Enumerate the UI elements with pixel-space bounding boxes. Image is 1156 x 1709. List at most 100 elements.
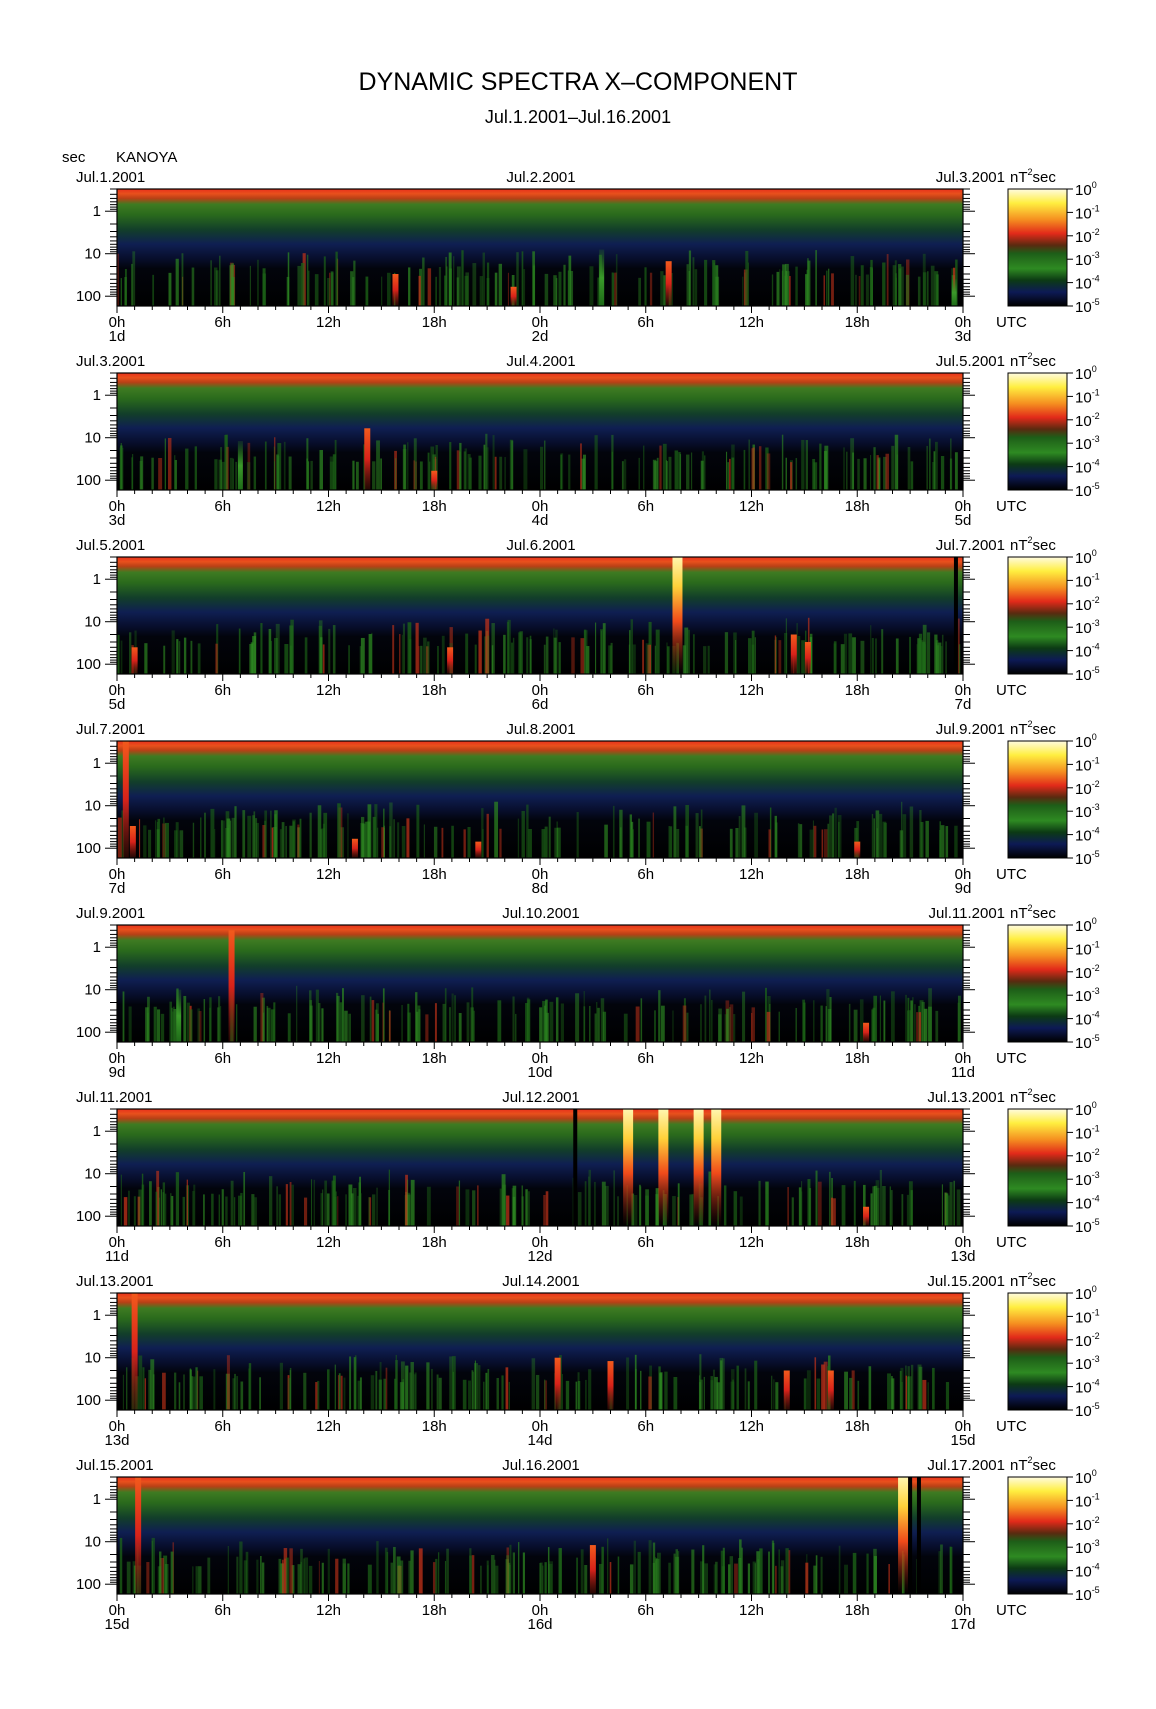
spectrum-streak xyxy=(894,434,899,490)
x-tick-label: 0h xyxy=(955,1234,972,1251)
spectrum-streak xyxy=(248,1368,250,1410)
spectrum-streak xyxy=(949,1182,953,1226)
spectrum-streak xyxy=(957,995,961,1042)
spectrum-streak xyxy=(459,442,462,490)
panel-mid-date: Jul.8.2001 xyxy=(506,721,575,738)
spectrum-streak xyxy=(922,1379,927,1410)
spectrum-streak xyxy=(577,1372,580,1410)
spectrum-streak xyxy=(287,1013,291,1042)
x-tick-label: 6h xyxy=(637,866,654,883)
spectrum-streak xyxy=(601,1181,606,1226)
spectrum-streak xyxy=(340,1375,343,1410)
spectrum-streak xyxy=(849,1377,853,1410)
spectrum-streak xyxy=(756,1551,761,1594)
x-tick-label: 0h xyxy=(955,1602,972,1619)
spectrum-streak xyxy=(707,645,710,674)
spectrum-streak xyxy=(507,272,509,306)
panels-group: Jul.1.2001 Jul.2.2001 Jul.3.2001 1 10 100 0h 6h… xyxy=(76,167,1100,1633)
spectrum-streak xyxy=(875,1180,880,1226)
spectrum-streak xyxy=(813,825,817,858)
spectrum-streak xyxy=(807,1179,811,1226)
spectrum-streak xyxy=(586,646,590,674)
spectrum-streak xyxy=(545,999,548,1042)
spectrum-streak xyxy=(714,1376,718,1410)
spectrum-streak xyxy=(337,803,341,858)
spectrum-streak xyxy=(918,1366,923,1410)
spectrum-streak xyxy=(521,251,524,306)
spectrum-streak xyxy=(172,1006,175,1042)
spectrum-streak xyxy=(900,1367,904,1410)
spectrum-streak xyxy=(895,638,899,674)
spectrum-streak xyxy=(430,446,435,490)
spectrum-streak xyxy=(823,451,828,490)
spectrum-streak xyxy=(634,1354,637,1410)
spectrum-streak xyxy=(908,1010,911,1042)
spectrum-streak xyxy=(703,1376,705,1410)
colorbar-tick-label: 10-1 xyxy=(1075,387,1100,406)
spectrum-streak xyxy=(675,1549,679,1594)
x-tick-label: 12h xyxy=(316,1602,341,1619)
spectrum-streak xyxy=(733,632,737,674)
spectrum-streak xyxy=(199,1376,203,1410)
spectrum-streak xyxy=(899,830,904,858)
spectrum-streak xyxy=(321,1562,324,1594)
spectrum-streak xyxy=(190,640,193,674)
spectrum-streak xyxy=(642,639,645,674)
spectrum-streak xyxy=(848,633,853,674)
spectrum-streak xyxy=(506,621,510,674)
x-tick-label: 0h xyxy=(532,1050,549,1067)
spectrum-streak xyxy=(225,1373,230,1410)
spectrum-streak xyxy=(197,1008,200,1042)
spectrum-streak xyxy=(128,1006,132,1042)
spectrum-streak xyxy=(751,1012,753,1042)
spectrum-streak xyxy=(186,1002,191,1042)
colorbar-tick-label: 10-3 xyxy=(1075,986,1100,1005)
y-tick-label: 1 xyxy=(93,939,101,956)
spectrum-streak xyxy=(407,442,409,490)
spectrum-streak xyxy=(805,274,808,306)
spectrum-streak xyxy=(844,1564,848,1594)
colorbar-tick-label: 10-5 xyxy=(1075,849,1100,868)
spectrum-streak xyxy=(873,1556,878,1594)
spectrum-streak xyxy=(376,1003,379,1042)
spectrum-streak xyxy=(843,633,848,674)
spectrum-streak xyxy=(629,829,634,858)
spectrum-background xyxy=(117,557,963,674)
spectrum-streak xyxy=(297,265,302,306)
spectrum-streak xyxy=(834,807,837,858)
spectrum-streak xyxy=(865,274,869,306)
spectrum-streak xyxy=(472,1010,475,1042)
spectrum-streak xyxy=(427,452,430,490)
spectrum-streak xyxy=(178,641,181,674)
spectrum-streak xyxy=(759,1548,763,1594)
spectrum-streak xyxy=(664,1371,668,1410)
spectrum-streak xyxy=(153,1006,157,1042)
spectrum-streak xyxy=(260,992,264,1042)
spectrum-streak xyxy=(774,815,777,858)
spectrum-streak xyxy=(949,1546,952,1594)
spectrum-streak xyxy=(410,1362,414,1410)
spectrum-streak xyxy=(416,804,420,858)
spectrum-streak xyxy=(615,254,618,306)
colorbar-tick-label: 100 xyxy=(1075,1100,1097,1119)
spectrum-streak xyxy=(470,1007,474,1042)
spectrum-streak xyxy=(675,1556,680,1594)
colorbar-tick-label: 100 xyxy=(1075,180,1097,199)
spectrum-streak xyxy=(735,827,739,858)
spectrum-streak xyxy=(852,1552,857,1594)
spectrum-streak xyxy=(292,821,295,858)
spectrum-streak xyxy=(380,458,382,490)
y-ticks xyxy=(105,1108,975,1217)
spectrum-streak xyxy=(765,1194,769,1226)
spectrum-streak xyxy=(423,824,425,858)
spectrum-streak xyxy=(778,1549,780,1594)
spectrum-streak xyxy=(273,1002,276,1042)
spectrum-streak xyxy=(207,1557,211,1594)
spectrum-streak xyxy=(882,1185,886,1226)
spectrum-streak xyxy=(558,642,561,674)
spectrum-streak xyxy=(886,254,889,306)
spectrum-streak xyxy=(276,454,279,490)
spectrum-streak xyxy=(621,461,624,490)
spectrum-streak xyxy=(396,1556,401,1594)
spectrum-streak xyxy=(121,810,124,858)
